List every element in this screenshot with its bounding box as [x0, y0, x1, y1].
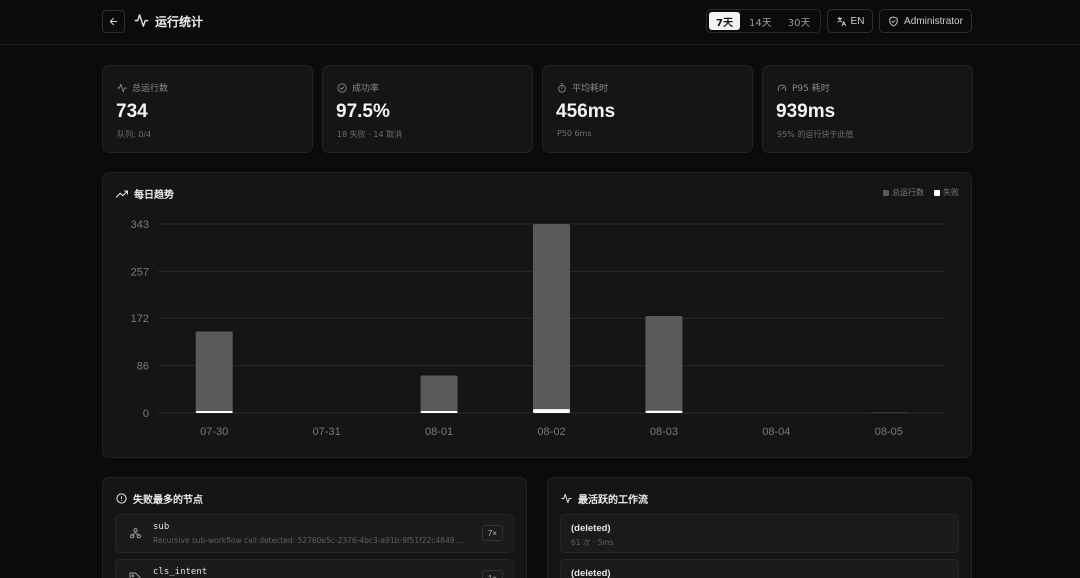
stat-value: 734 [116, 101, 148, 122]
stat-label: 成功率 [352, 84, 380, 94]
failure-count-badge: 7× [481, 525, 503, 541]
failed-node-item[interactable]: cls_intent 1× [115, 559, 514, 578]
range-7d-button[interactable]: 7天 [709, 12, 740, 30]
stat-label-row: 成功率 [337, 81, 379, 94]
stat-value: 456ms [556, 101, 616, 122]
back-button[interactable] [102, 10, 125, 33]
bar-total-runs [195, 331, 233, 413]
x-tick-label: 07-30 [200, 426, 228, 438]
daily-trend-chart: 0 86 172 257 343 07-30 07-31 08-01 08-02 08-03 08-… [131, 219, 945, 438]
panel-title-row: 最活跃的工作流 [561, 491, 648, 506]
x-tick-label: 08-03 [650, 426, 678, 438]
node-name: cls_intent [153, 567, 208, 577]
legend-label: 总运行数 [892, 188, 924, 197]
top-failed-nodes-panel: 失败最多的节点 sub Recursive sub-workflow call … [102, 477, 527, 578]
check-circle-icon [337, 82, 347, 93]
stat-label-row: 总运行数 [117, 81, 168, 94]
chart-legend: 总运行数 失败 [883, 187, 959, 198]
stat-subtext: 18 失败 · 14 取消 [337, 130, 403, 139]
activity-icon [561, 493, 572, 504]
daily-trend-panel: 0 86 172 257 343 07-30 07-31 08-01 08-02 08-03 08-… [102, 172, 972, 458]
y-tick-label: 257 [131, 266, 149, 278]
failed-node-item[interactable]: sub Recursive sub-workflow call detected… [115, 514, 514, 553]
legend-swatch [934, 189, 940, 196]
tag-icon [129, 572, 141, 578]
stat-subtext: 95% 的运行快于此值 [777, 130, 854, 139]
legend-item-total[interactable]: 总运行数 [883, 187, 924, 198]
trending-up-icon [116, 189, 128, 198]
alert-circle-icon [116, 493, 127, 504]
stat-card-avg-duration: 平均耗时 456ms P50 6ms [542, 65, 753, 153]
stat-label-row: 平均耗时 [557, 81, 608, 94]
workflow-name: (deleted) [571, 523, 611, 534]
stat-label: 平均耗时 [572, 84, 609, 94]
most-active-workflows-panel: 最活跃的工作流 (deleted) 61 次 · 5ms (deleted) [547, 477, 972, 578]
language-button[interactable]: EN [827, 9, 873, 33]
panel-title: 最活跃的工作流 [578, 495, 648, 506]
top-bar: 运行统计 7天 14天 30天 EN Administrator [0, 0, 1080, 45]
bar-total-runs [645, 316, 683, 413]
stat-label: P95 耗时 [792, 84, 830, 94]
bar-failed [420, 411, 458, 413]
bar-total-runs [870, 412, 908, 413]
chart-title-row: 每日趋势 [116, 186, 174, 201]
node-name: sub [153, 522, 170, 532]
legend-label: 失败 [943, 188, 959, 197]
page-title: 运行统计 [155, 15, 204, 29]
shield-icon [889, 15, 898, 27]
stat-label-row: P95 耗时 [777, 81, 830, 94]
workflow-name: (deleted) [571, 568, 611, 578]
y-tick-label: 172 [131, 313, 149, 325]
x-tick-label: 08-04 [762, 426, 790, 438]
node-error-message: Recursive sub-workflow call detected: 52… [153, 536, 465, 545]
gauge-icon [777, 84, 787, 91]
stat-value: 939ms [776, 101, 836, 122]
stat-value: 97.5% [336, 101, 390, 122]
workflow-item[interactable]: (deleted) 61 次 · 5ms [560, 514, 959, 553]
time-range-selector: 7天 14天 30天 [706, 9, 821, 33]
workflow-icon [130, 528, 141, 539]
timer-icon [558, 82, 566, 93]
translate-icon [836, 16, 846, 26]
failure-count-badge: 1× [481, 570, 503, 578]
bar-failed [645, 410, 683, 413]
stat-card-p95-duration: P95 耗时 939ms 95% 的运行快于此值 [762, 65, 973, 153]
activity-icon [134, 14, 149, 27]
bar-failed [195, 411, 233, 413]
language-label: EN [850, 15, 865, 27]
x-tick-label: 08-05 [875, 426, 903, 438]
user-name: Administrator [904, 15, 963, 27]
user-menu-button[interactable]: Administrator [879, 9, 972, 33]
stat-card-success-rate: 成功率 97.5% 18 失败 · 14 取消 [322, 65, 533, 153]
bar-total-runs [533, 224, 570, 413]
range-30d-button[interactable]: 30天 [787, 17, 811, 29]
stat-subtext: P50 6ms [557, 129, 592, 138]
legend-item-failed[interactable]: 失败 [934, 187, 959, 198]
stat-subtext: 队列: 0/4 [117, 130, 152, 139]
arrow-left-icon [109, 17, 118, 26]
chart-title: 每日趋势 [134, 190, 174, 201]
workflow-stats: 61 次 · 5ms [571, 538, 614, 547]
range-14d-button[interactable]: 14天 [748, 17, 772, 29]
bar-total-runs [420, 375, 458, 413]
activity-icon [117, 83, 127, 92]
x-tick-label: 08-01 [425, 426, 453, 438]
stat-label: 总运行数 [132, 84, 169, 94]
y-tick-label: 343 [131, 219, 149, 231]
x-tick-label: 08-02 [537, 426, 565, 438]
bar-failed [533, 409, 570, 413]
workflow-item[interactable]: (deleted) [560, 559, 959, 578]
y-tick-label: 86 [137, 361, 149, 373]
y-tick-label: 0 [143, 408, 149, 420]
panel-title: 失败最多的节点 [133, 495, 203, 506]
x-tick-label: 07-31 [313, 426, 341, 438]
legend-swatch [883, 189, 889, 196]
stat-card-total-runs: 总运行数 734 队列: 0/4 [102, 65, 313, 153]
panel-title-row: 失败最多的节点 [116, 491, 203, 506]
